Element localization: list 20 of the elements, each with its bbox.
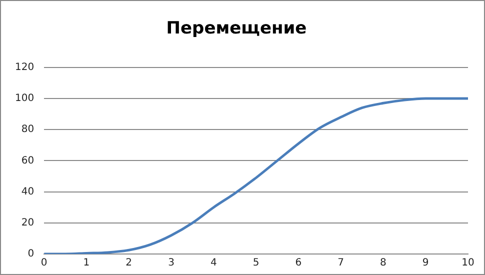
y-tick-label: 20 bbox=[21, 217, 34, 228]
chart-title: Перемещение bbox=[166, 18, 307, 39]
x-tick-label: 4 bbox=[210, 258, 217, 269]
y-tick-label: 0 bbox=[28, 248, 34, 260]
x-tick-label: 0 bbox=[40, 258, 48, 269]
x-tick-label: 9 bbox=[422, 258, 429, 269]
x-tick-label: 8 bbox=[380, 258, 386, 269]
x-tick-label: 10 bbox=[462, 258, 474, 269]
x-tick-label: 3 bbox=[168, 258, 174, 269]
y-tick-label: 100 bbox=[14, 93, 34, 104]
y-tick-label: 40 bbox=[21, 186, 34, 198]
line-series bbox=[44, 97, 468, 254]
x-tick-label: 1 bbox=[83, 258, 90, 269]
x-tick-label: 2 bbox=[126, 258, 132, 269]
x-tick-label: 7 bbox=[338, 258, 344, 269]
x-tick-label: 6 bbox=[295, 258, 302, 269]
y-tick-label: 80 bbox=[21, 124, 34, 136]
y-tick-label: 120 bbox=[14, 62, 34, 73]
x-tick-label: 5 bbox=[252, 258, 260, 269]
y-tick-label: 60 bbox=[21, 155, 34, 166]
